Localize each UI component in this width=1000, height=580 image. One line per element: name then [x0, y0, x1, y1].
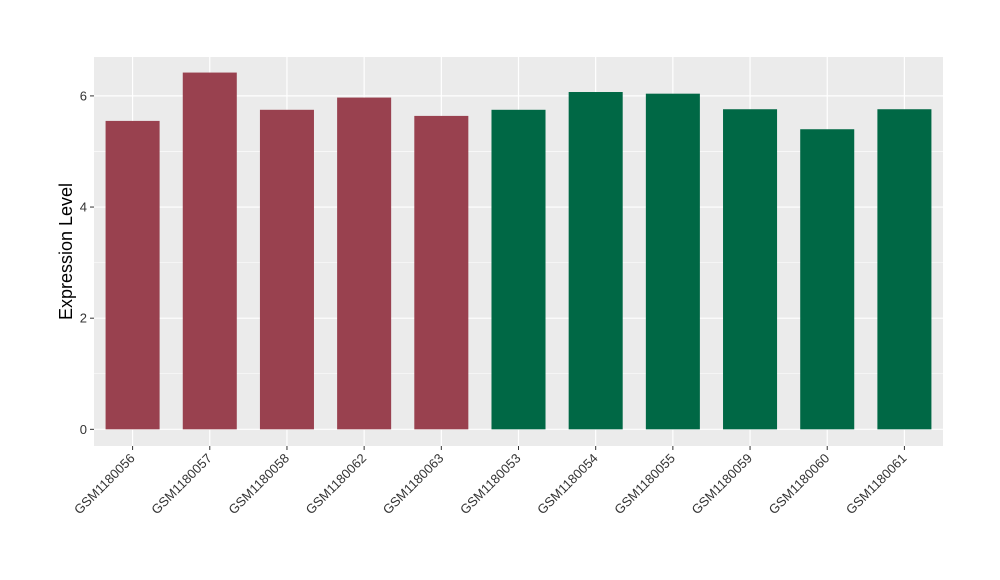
x-tick-label: GSM1180056	[71, 451, 138, 518]
bar-GSM1180062	[337, 97, 392, 430]
bar-GSM1180059	[723, 109, 778, 430]
y-tick-label: 0	[80, 422, 87, 437]
bar-GSM1180053	[491, 109, 546, 430]
x-tick-label: GSM1180059	[689, 451, 756, 518]
x-tick-label: GSM1180061	[843, 451, 910, 518]
y-axis: 0 2 4 6	[80, 88, 94, 437]
x-tick-label: GSM1180058	[225, 451, 292, 518]
x-tick-label: GSM1180062	[303, 451, 370, 518]
y-axis-title: Expression Level	[56, 183, 76, 320]
bar-GSM1180054	[568, 92, 623, 430]
bars	[105, 72, 932, 430]
x-axis: GSM1180056 GSM1180057 GSM1180058 GSM1180062…	[71, 446, 910, 518]
x-tick-label: GSM1180060	[766, 451, 833, 518]
x-tick-label: GSM1180055	[611, 451, 678, 518]
y-tick-label: 6	[80, 88, 87, 103]
bar-GSM1180056	[105, 120, 160, 430]
bar-GSM1180063	[414, 115, 469, 430]
bar-GSM1180060	[800, 129, 855, 430]
y-tick-label: 2	[80, 311, 87, 326]
bar-GSM1180061	[877, 109, 932, 430]
bar-GSM1180055	[645, 93, 700, 430]
x-tick-label: GSM1180053	[457, 451, 524, 518]
x-tick-label: GSM1180063	[380, 451, 447, 518]
x-tick-label: GSM1180054	[534, 451, 601, 518]
bar-GSM1180058	[259, 109, 314, 430]
x-tick-label: GSM1180057	[148, 451, 215, 518]
bar-GSM1180057	[182, 72, 237, 430]
y-tick-label: 4	[80, 200, 87, 215]
